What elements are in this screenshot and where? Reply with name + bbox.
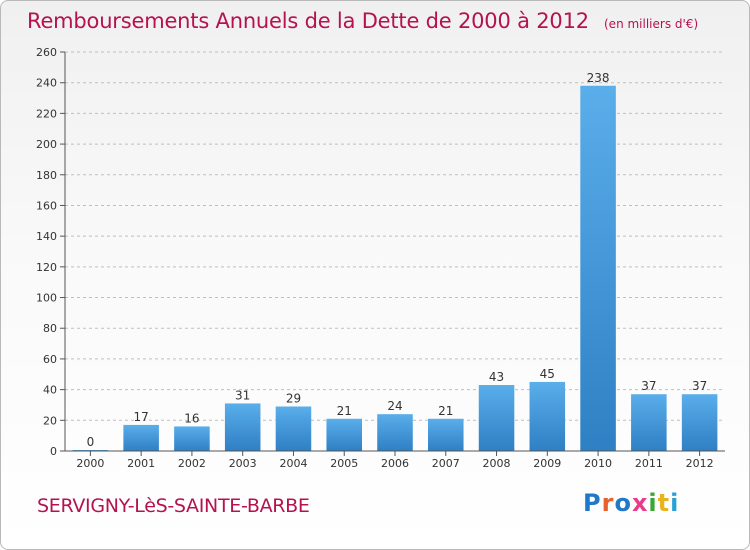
y-tick-label: 100 [36, 292, 57, 305]
y-tick-label: 40 [43, 384, 57, 397]
y-tick-label: 260 [36, 46, 57, 59]
bar-value-label: 37 [641, 379, 656, 393]
x-tick-label: 2000 [76, 457, 104, 470]
bar-value-label: 45 [540, 367, 555, 381]
bar-value-label: 16 [184, 411, 199, 425]
brand-letter: x [631, 489, 649, 517]
bar [631, 394, 667, 451]
bar [174, 426, 210, 451]
x-tick-label: 2010 [584, 457, 612, 470]
bar-value-label: 21 [438, 404, 453, 418]
chart-unit: (en milliers d'€) [604, 17, 699, 31]
y-tick-label: 240 [36, 77, 57, 90]
brand-logo: Proxiti [583, 489, 679, 517]
bar [681, 394, 718, 451]
y-tick-label: 80 [43, 322, 57, 335]
bar [377, 414, 413, 451]
bar-value-label: 24 [387, 399, 402, 413]
x-tick-label: 2009 [533, 457, 561, 470]
bar-value-label: 21 [337, 404, 352, 418]
labels: 0 20 40 60 80 100 120 140 160 180 200 220 240 260 0 200… [36, 46, 714, 470]
bar-value-label: 29 [286, 391, 301, 405]
y-tick-label: 120 [36, 261, 57, 274]
x-tick-label: 2007 [432, 457, 460, 470]
y-tick-label: 180 [36, 169, 57, 182]
chart-title: Remboursements Annuels de la Dette de 20… [27, 9, 589, 33]
x-tick-label: 2012 [686, 457, 714, 470]
bar [580, 85, 616, 451]
bar-value-label: 43 [489, 370, 504, 384]
bar [478, 385, 515, 451]
x-tick-label: 2011 [635, 457, 663, 470]
x-tick-label: 2003 [229, 457, 257, 470]
bars [72, 85, 718, 451]
bar-value-label: 37 [692, 379, 707, 393]
bar [123, 424, 159, 451]
y-tick-label: 220 [36, 107, 57, 120]
x-tick-label: 2006 [381, 457, 409, 470]
brand-letter: r [601, 489, 615, 517]
x-tick-label: 2005 [330, 457, 358, 470]
bar-value-label: 238 [587, 71, 610, 85]
x-tick-label: 2004 [279, 457, 307, 470]
bar [428, 418, 464, 451]
gridlines [65, 51, 725, 421]
commune-name: SERVIGNY-LèS-SAINTE-BARBE [37, 495, 310, 517]
brand-letter: t [657, 489, 671, 517]
bar-value-label: 0 [87, 435, 95, 449]
axes [60, 51, 725, 456]
brand-letter: i [670, 489, 680, 517]
y-tick-label: 20 [43, 414, 57, 427]
y-tick-label: 160 [36, 199, 57, 212]
bar [326, 418, 362, 451]
bar [224, 403, 261, 451]
bar-value-label: 17 [134, 410, 149, 424]
brand-letter: o [614, 489, 632, 517]
x-tick-label: 2008 [483, 457, 511, 470]
brand-letter: i [648, 489, 658, 517]
y-tick-label: 0 [50, 445, 57, 458]
y-tick-label: 140 [36, 230, 57, 243]
bar-value-label: 31 [235, 388, 250, 402]
bar [275, 406, 312, 451]
x-tick-label: 2001 [127, 457, 155, 470]
brand-letter: P [583, 489, 602, 517]
y-tick-label: 60 [43, 353, 57, 366]
y-tick-label: 200 [36, 138, 57, 151]
chart-title-row: Remboursements Annuels de la Dette de 20… [27, 9, 698, 33]
x-tick-label: 2002 [178, 457, 206, 470]
bar [529, 381, 566, 451]
